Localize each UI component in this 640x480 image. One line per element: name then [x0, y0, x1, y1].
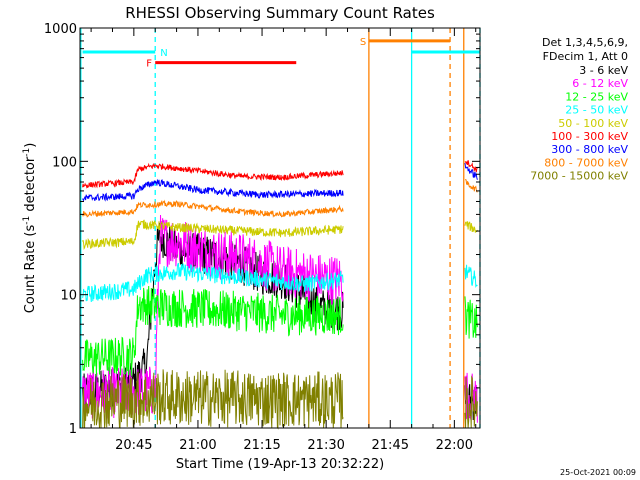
legend-entry-100-300-kev: 100 - 300 keV	[551, 130, 628, 143]
x-tick-label-21-00: 21:00	[179, 438, 216, 453]
series-25-50-kev	[82, 262, 478, 303]
x-tick-label-21-45: 21:45	[372, 438, 409, 453]
series-300-800-kev	[82, 162, 478, 202]
legend-entry-6-12-kev: 6 - 12 keV	[572, 77, 628, 90]
legend-header-detectors: Det 1,3,4,5,6,9,	[542, 36, 628, 49]
series-50-100-kev	[82, 219, 478, 251]
series-800-7000-kev	[82, 179, 478, 218]
series-12-25-kev	[82, 285, 478, 377]
flag-label-n: N	[160, 48, 167, 59]
legend-entry-3-6-kev: 3 - 6 keV	[579, 64, 628, 77]
plot-frame	[79, 27, 481, 429]
y-tick-label-1000: 1000	[44, 22, 77, 37]
x-axis-label: Start Time (19-Apr-13 20:32:22)	[176, 457, 384, 472]
x-tick-label-22-00: 22:00	[436, 438, 473, 453]
x-tick-label-21-30: 21:30	[307, 438, 344, 453]
y-tick-label-1: 1	[69, 422, 77, 437]
legend-entry-50-100-kev: 50 - 100 keV	[558, 117, 628, 130]
legend-entry-7000-15000-kev: 7000 - 15000 keV	[530, 170, 628, 183]
plot-area: FN S	[80, 28, 481, 430]
axes: 1 10 100 1000 20:45 21:00 21:15 21:30 21:45 22:00	[44, 22, 480, 453]
legend-entry-12-25-kev: 12 - 25 keV	[565, 90, 628, 103]
flag-label-f: F	[146, 59, 152, 70]
y-axis-label: Count Rate (s-1 detector-1)	[22, 143, 38, 314]
flag-label-s: S	[360, 37, 366, 48]
y-tick-label-10: 10	[60, 289, 77, 304]
legend-entry-300-800-kev: 300 - 800 keV	[551, 143, 628, 156]
legend: Det 1,3,4,5,6,9, FDecim 1, Att 0 3 - 6 k…	[530, 36, 628, 183]
legend-entry-800-7000-kev: 800 - 7000 keV	[544, 156, 628, 169]
legend-entry-25-50-kev: 25 - 50 keV	[565, 104, 628, 117]
chart-title: RHESSI Observing Summary Count Rates	[125, 4, 435, 22]
legend-header-fdecim: FDecim 1, Att 0	[543, 50, 628, 63]
series-100-300-kev	[82, 160, 478, 189]
y-tick-label-100: 100	[52, 155, 77, 170]
timestamp: 25-Oct-2021 00:09	[560, 468, 636, 477]
x-tick-label-21-15: 21:15	[243, 438, 280, 453]
x-tick-label-20-45: 20:45	[115, 438, 152, 453]
